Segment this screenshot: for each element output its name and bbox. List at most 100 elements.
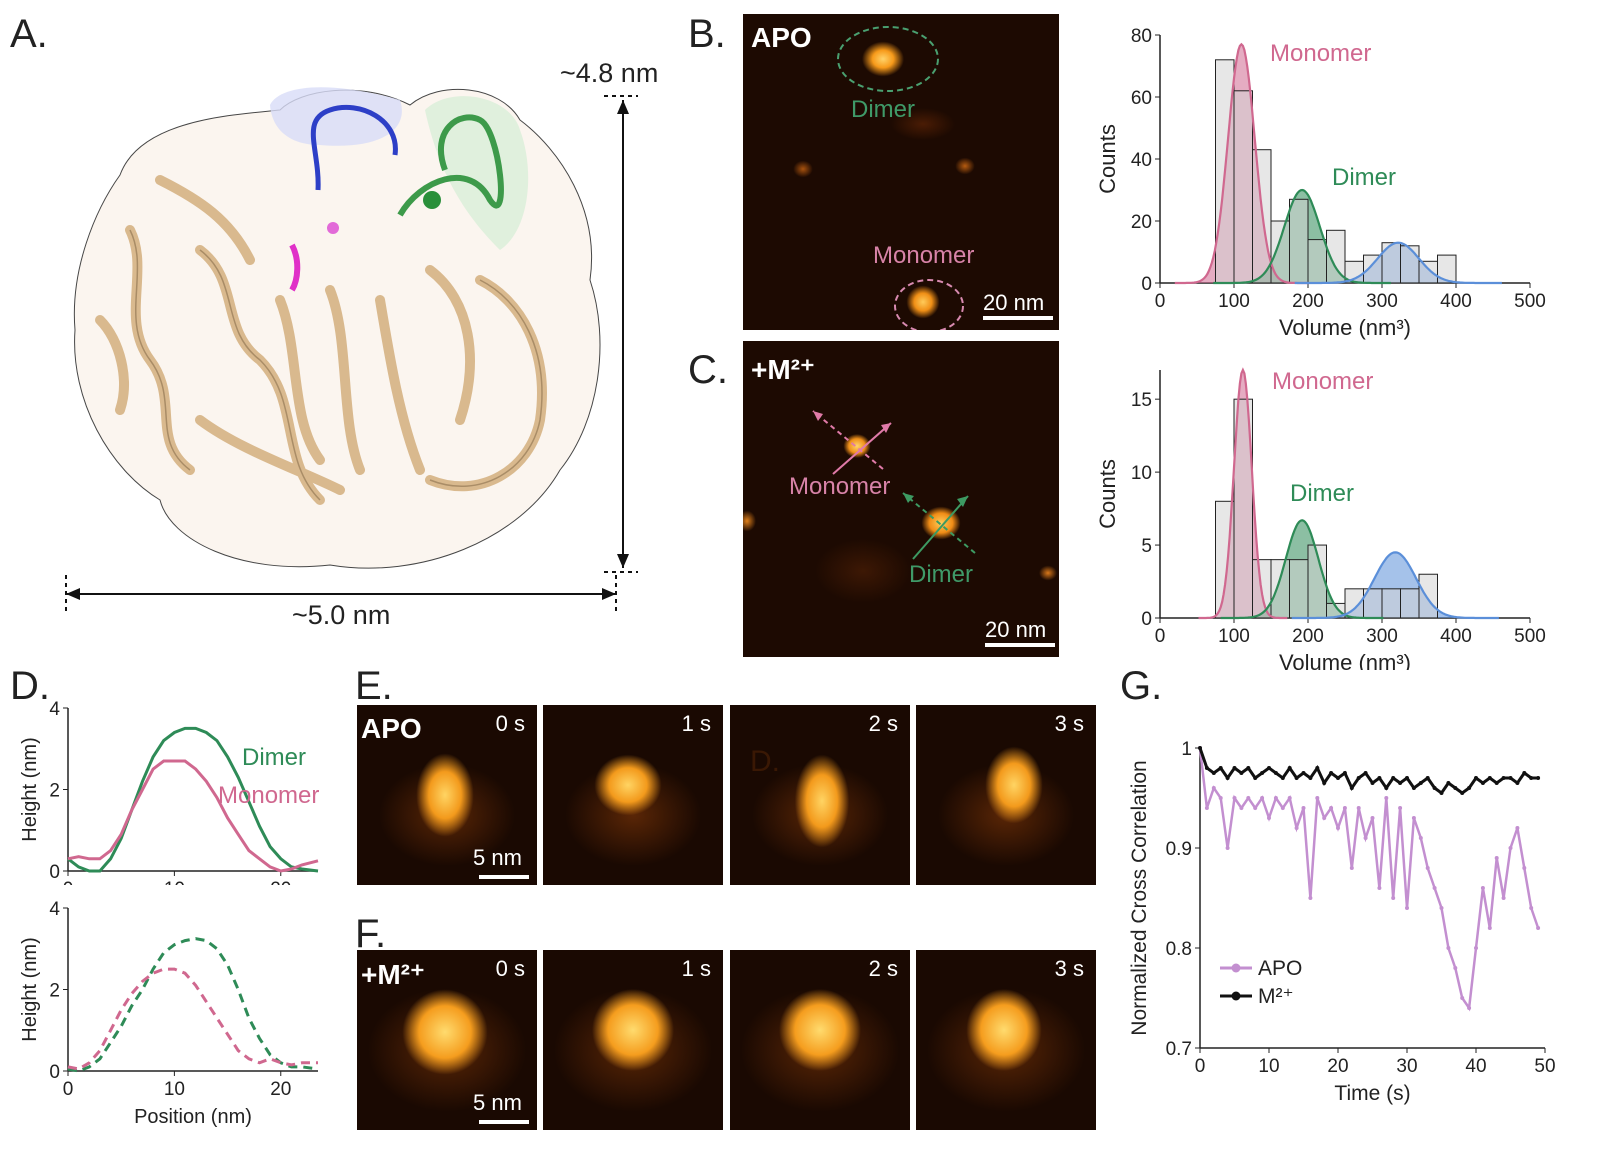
pink-ion [327,222,339,234]
y-tick-label: 80 [1131,26,1152,47]
fit-curve [1291,551,1499,620]
series-point [1253,806,1258,810]
series-point [1336,826,1340,830]
x-tick-label: 0 [1155,626,1166,647]
legend-label: APO [1258,957,1302,980]
y-tick-label: 2 [49,781,60,802]
y-tick-label: 1 [1181,739,1192,760]
series-point [1225,776,1230,780]
y-tick-label: 10 [1131,463,1152,484]
magenta-strand [289,243,301,292]
series-point [1211,771,1216,775]
series-point [1232,796,1237,800]
series-point [1204,806,1209,810]
x-tick-label: 0 [63,1079,74,1100]
x-tick-label: 10 [1258,1056,1279,1077]
y-axis-label: Normalized Cross Correlation [1128,760,1151,1035]
frame-apo-0: APO 0 s 5 nm [357,705,537,885]
x-axis-label: Position (nm) [134,1106,252,1128]
frame-time: 1 s [681,956,711,981]
series-point [1529,906,1534,910]
x-tick-label: 400 [1440,291,1472,312]
series-point [1522,771,1527,775]
histogram-bar [1400,245,1420,284]
series-point [1267,816,1271,820]
profile-line [67,967,318,1071]
series-point [1501,896,1506,900]
series-point [1370,816,1375,820]
series-point [1273,796,1278,800]
histogram-bar [1233,90,1253,284]
series-point [1294,826,1299,830]
profile-dimer-label: Dimer [242,744,306,771]
series-point [1536,926,1541,930]
histogram-bar [1418,573,1438,619]
series-point [1529,776,1534,780]
series-point [1460,996,1465,1000]
afm-apo-monomer-label: Monomer [873,242,975,269]
series-point [1356,806,1361,810]
x-tick-label: 20 [1327,1056,1348,1077]
afm-image-apo: APO Dimer Monomer 20 nm [743,14,1059,330]
x-tick-label: 400 [1440,626,1472,647]
series-point [1322,816,1327,820]
series-point [1315,766,1320,770]
protein-structure [65,87,638,612]
histogram-bar [1400,588,1420,619]
profile-line [67,759,319,873]
series-point [1260,771,1265,775]
series-point [1487,926,1492,930]
histogram-bar [1437,254,1457,284]
histogram-bar [1363,254,1383,284]
frame-apo-3: 3 s [916,705,1096,885]
panel-label-f: F. [355,912,387,956]
x-tick-label: 200 [1292,626,1324,647]
series-point [1432,886,1437,890]
series-point [1218,766,1223,770]
afm-image-metal: +M²⁺ Monomer Dimer 20 nm [743,341,1059,657]
series-point [1480,886,1485,890]
panel-label-d: D. [10,664,50,708]
series-point [1356,776,1361,780]
series-point [1342,771,1347,775]
series-point [1474,946,1478,950]
series-point [1411,786,1416,790]
hist-metal-monomer-label: Monomer [1272,368,1374,395]
series-point [1515,781,1520,785]
x-tick-label: 500 [1514,626,1546,647]
series-point [1363,771,1368,775]
series-point [1329,806,1334,810]
x-tick-label: 10 [164,879,185,885]
series-point [1522,866,1527,870]
series-point [1439,791,1444,795]
y-tick-label: 0.8 [1166,939,1192,960]
scale-bar-label: 20 nm [985,617,1047,642]
series-point [1508,846,1513,850]
fit-curve [1198,367,1288,620]
series-point [1384,786,1389,790]
x-tick-label: 200 [1292,291,1324,312]
series-point [1253,776,1258,780]
frame-metal-1: 1 s [543,950,723,1130]
blue-surface-patch [270,87,402,146]
series-point [1494,856,1499,860]
frame-apo-tag: APO [361,713,422,744]
profile-monomer-label: Monomer [218,782,320,809]
hist-apo-monomer-label: Monomer [1270,40,1372,67]
x-tick-label: 20 [270,879,291,885]
green-loop [397,114,504,217]
histogram-bar [1381,242,1401,284]
x-tick-label: 0 [63,879,74,885]
series-point [1474,776,1478,780]
y-tick-label: 2 [49,981,60,1002]
series-point [1342,806,1347,810]
series-point [1453,966,1458,970]
series-point [1349,866,1354,870]
fit-curve [1220,519,1384,620]
y-axis-label: Counts [1095,124,1120,194]
series-point [1329,771,1334,775]
scale-bar-label: 20 nm [983,290,1045,315]
x-tick-label: 20 [270,1079,291,1100]
y-tick-label: 40 [1131,150,1152,171]
afm-metal-dimer-label: Dimer [909,561,973,588]
